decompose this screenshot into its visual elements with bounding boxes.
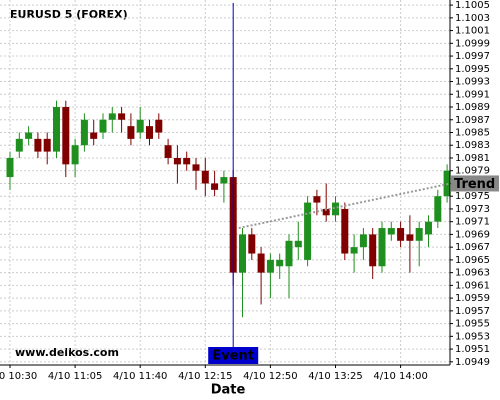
candle-body: [127, 126, 135, 139]
candle-body: [80, 119, 88, 146]
x-tick-label: 4/10 11:40: [113, 371, 167, 382]
y-tick-label: 1.0963: [455, 268, 490, 279]
y-tick-label: 1.0981: [455, 153, 490, 164]
y-tick-label: 1.0959: [455, 293, 490, 304]
y-tick-label: 1.0975: [455, 191, 490, 202]
candle-body: [164, 145, 172, 158]
candle-body: [99, 119, 107, 133]
candle-body: [53, 107, 60, 152]
candle-body: [341, 208, 349, 254]
y-tick-label: 1.0953: [455, 331, 490, 342]
candle-body: [34, 138, 42, 152]
y-tick-label: 1.1005: [455, 0, 490, 11]
candle-body: [322, 208, 330, 216]
candle-body: [62, 107, 70, 165]
y-tick-label: 1.0957: [455, 306, 490, 317]
y-tick-label: 1.0961: [455, 280, 490, 291]
y-tick-label: 1.0969: [455, 229, 490, 240]
candle-body: [108, 113, 116, 120]
candle-body: [248, 234, 256, 254]
candle-body: [387, 228, 395, 235]
watermark: www.delkos.com: [15, 346, 119, 359]
y-tick-label: 1.1003: [455, 13, 490, 24]
y-tick-label: 1.0987: [455, 115, 490, 126]
candle-body: [313, 196, 321, 203]
candle-body: [378, 228, 386, 267]
candle-body: [276, 259, 284, 267]
chart-title: EURUSD 5 (FOREX): [10, 8, 128, 21]
y-tick-label: 1.0997: [455, 51, 490, 62]
y-tick-label: 1.0971: [455, 217, 490, 228]
candle-body: [239, 234, 246, 273]
candle-body: [155, 119, 163, 133]
candle-body: [192, 164, 200, 171]
candle-body: [71, 145, 79, 165]
x-tick-label: 4/10 12:50: [243, 371, 297, 382]
candle-body: [6, 157, 14, 178]
y-tick-label: 1.0949: [455, 357, 490, 368]
candle-body: [25, 132, 33, 139]
x-tick-label: 4/10 14:00: [373, 371, 427, 382]
candle-body: [397, 228, 405, 241]
event-label-box: [208, 347, 259, 364]
trend-label-box: [451, 175, 499, 192]
x-axis-label: Date: [211, 383, 246, 398]
candle-body: [136, 119, 144, 133]
candle-body: [211, 183, 219, 190]
event-label: Event: [212, 349, 254, 364]
candle-body: [90, 132, 98, 139]
candle-body: [15, 138, 23, 152]
candle-body: [359, 234, 367, 248]
x-tick-label: 4/10 13:25: [308, 371, 362, 382]
candle-body: [118, 113, 126, 120]
y-tick-label: 1.0983: [455, 140, 490, 151]
candle-body: [173, 157, 181, 165]
x-tick-label: 4/10 11:05: [48, 371, 102, 382]
x-tick-label: 4/10 12:15: [178, 371, 232, 382]
candle-body: [350, 247, 358, 254]
y-tick-label: 1.1001: [455, 26, 490, 37]
trend-line: [238, 182, 452, 230]
y-tick-label: 1.0965: [455, 255, 490, 266]
candle-body: [415, 228, 423, 241]
x-tick-label: 4/10 10:30: [0, 371, 37, 382]
trend-label: Trend: [454, 177, 495, 192]
y-tick-label: 1.0967: [455, 242, 490, 253]
candle-body: [43, 138, 51, 152]
candle-body: [220, 177, 228, 184]
y-tick-label: 1.0993: [455, 77, 490, 88]
candle-body: [406, 234, 414, 241]
candle-body: [369, 234, 377, 267]
y-tick-label: 1.0951: [455, 344, 490, 355]
candle-body: [294, 240, 302, 248]
y-tick-label: 1.0985: [455, 127, 490, 138]
y-tick-label: 1.0989: [455, 102, 490, 113]
y-tick-label: 1.0973: [455, 204, 490, 215]
y-tick-label: 1.0955: [455, 319, 490, 330]
candle-body: [425, 221, 432, 235]
candle-body: [146, 126, 153, 139]
candle-body: [332, 202, 339, 216]
candle-body: [201, 170, 209, 184]
candle-body: [257, 253, 265, 273]
candle-body: [285, 240, 293, 267]
candle-body: [183, 157, 191, 165]
y-tick-label: 1.0999: [455, 38, 490, 49]
y-tick-label: 1.0995: [455, 64, 490, 75]
y-tick-label: 1.0979: [455, 166, 490, 177]
y-tick-label: 1.0991: [455, 89, 490, 100]
candle-body: [434, 196, 442, 222]
candle-body: [304, 202, 312, 260]
candle-body: [266, 259, 274, 273]
